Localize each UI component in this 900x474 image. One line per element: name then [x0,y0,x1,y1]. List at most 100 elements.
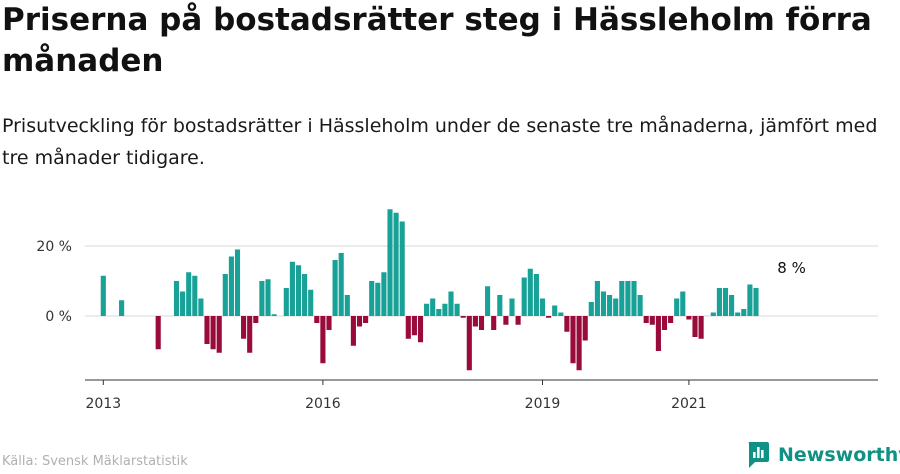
bar-positive [741,309,747,316]
bar-positive [485,286,491,316]
y-tick-label: 20 % [36,239,72,255]
bar-positive [631,281,637,316]
bar-positive [430,298,436,316]
bar-positive [729,295,735,316]
bar-negative [405,316,411,339]
bar-negative [515,316,521,325]
bar-negative [655,316,661,351]
bar-positive [198,298,204,316]
bar-positive [302,274,308,316]
bar-positive [527,268,533,316]
bar-positive [222,274,228,316]
bar-positive [436,309,442,316]
bar-negative [668,316,674,323]
bar-positive [192,275,198,316]
bar-positive [344,295,350,316]
bar-positive [259,281,265,316]
bar-positive [588,302,594,316]
bar-positive [619,281,625,316]
bar-positive [533,274,539,316]
bar-negative [417,316,424,343]
bar-negative [320,316,326,364]
bar-positive [173,281,180,316]
bar-positive [424,303,430,316]
bar-positive [289,261,295,316]
bar-positive [308,289,314,316]
bars-layer [100,209,759,371]
x-tick-label: 2021 [671,396,707,412]
bar-positive [747,284,753,316]
bar-positive [716,288,722,316]
bar-negative [460,316,466,318]
bar-positive [722,288,729,316]
chart-title: Priserna på bostadsrätter steg i Hässleh… [2,2,872,79]
bar-positive [186,272,192,316]
bar-positive [539,298,546,316]
bar-positive [228,256,234,316]
newsworthy-logo-icon [748,442,769,468]
x-tick-label: 2016 [305,396,341,412]
bar-negative [582,316,588,341]
bar-positive [393,212,399,316]
bar-positive [607,295,613,316]
bar-negative [247,316,253,353]
axis-layer: 2013 2016 2019 2021 [85,379,878,412]
bar-negative [350,316,356,346]
bar-negative [216,316,222,353]
x-tick-label: 2013 [85,396,121,412]
y-tick-label: 0 % [45,309,72,325]
x-tick-label: 2019 [525,396,561,412]
bar-negative [546,316,552,318]
bar-positive [399,221,405,316]
bar-negative [356,316,363,327]
bar-positive [448,291,454,316]
bar-negative [692,316,698,337]
bar-positive [271,314,277,316]
bar-positive [454,303,460,316]
bar-positive [283,288,289,316]
bar-positive [521,277,527,316]
bar-negative [155,316,161,350]
bar-positive [637,295,643,316]
bar-positive [680,291,686,316]
bar-positive [710,312,716,316]
bar-negative [491,316,497,330]
bar-positive [295,265,302,316]
bar-positive [442,303,448,316]
bar-negative [314,316,320,323]
bar-positive [100,275,106,316]
bar-positive [265,279,271,316]
bar-negative [686,316,692,320]
bar-positive [375,282,381,316]
bar-negative [576,316,582,371]
bar-negative [478,316,485,330]
bar-negative [326,316,332,330]
bar-positive [234,249,241,316]
bar-negative [411,316,417,336]
source-note: Källa: Svensk Mäklarstatistik [2,454,188,469]
bar-positive [338,253,344,316]
bar-negative [564,316,570,332]
bar-negative [503,316,509,325]
bar-positive [332,260,338,316]
bar-positive [497,295,503,316]
bar-positive [600,291,607,316]
bar-negative [253,316,259,323]
bar-negative [363,316,369,323]
bar-positive [674,298,680,316]
bar-positive [552,305,558,316]
bar-negative [472,316,478,327]
bar-positive [387,209,393,316]
bar-positive [180,291,186,316]
data-label-latest: 8 % [777,259,806,277]
brand-logo: Newsworthy [746,441,900,469]
bar-positive [381,272,387,316]
bar-negative [466,316,472,371]
bar-negative [649,316,655,325]
labels-layer: 8 % [777,259,806,277]
bar-positive [558,312,564,316]
bar-negative [698,316,704,339]
bar-negative [241,316,247,339]
bar-negative [570,316,576,364]
chart-subtitle: Prisutveckling för bostadsrätter i Hässl… [2,115,878,169]
